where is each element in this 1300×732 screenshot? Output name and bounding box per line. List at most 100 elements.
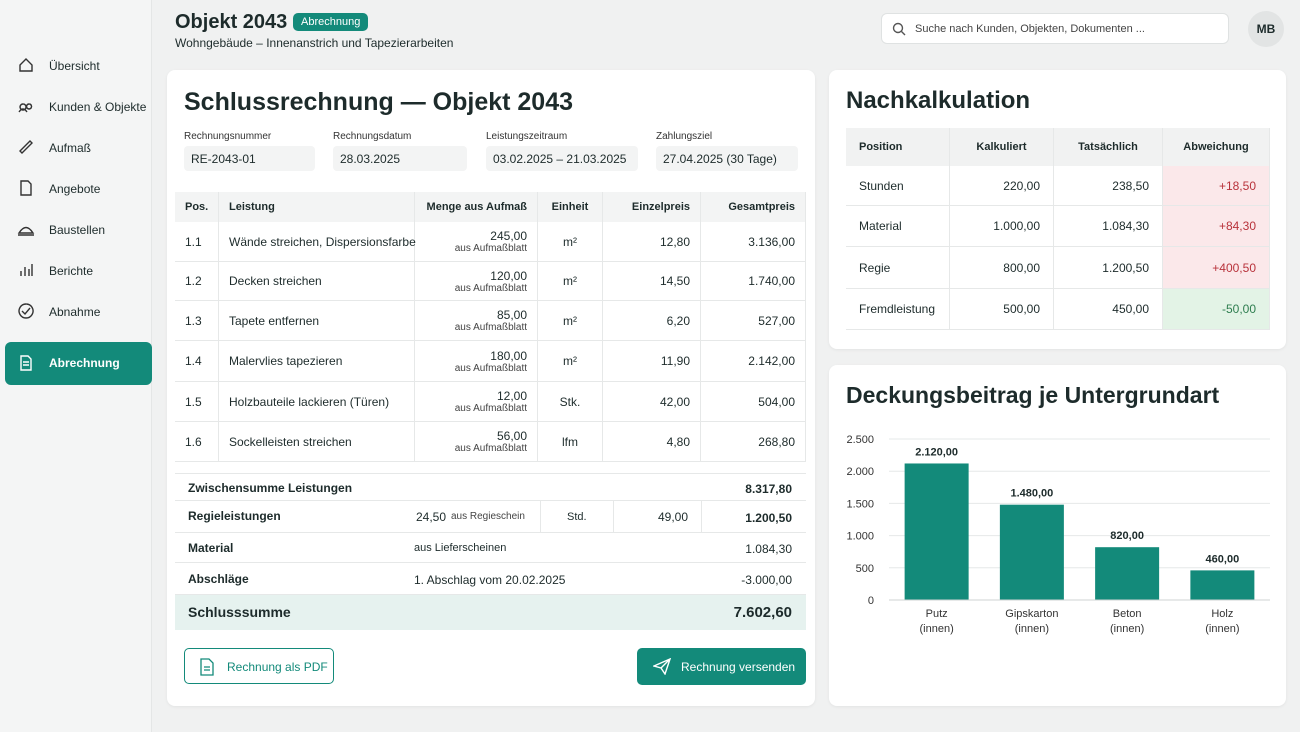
table-cell: 12,00 aus Aufmaßblatt — [415, 382, 538, 421]
nav-item[interactable]: Abrechnung — [5, 342, 152, 385]
nav-item[interactable]: Abnahme — [5, 293, 152, 329]
cell-text: 1.1 — [185, 234, 202, 249]
cell-text: 6,20 — [666, 313, 690, 328]
field-box: RE-2043-01 — [184, 146, 315, 171]
deduction-label: Abschläge — [188, 572, 249, 586]
cell-text: 1.740,00 — [748, 274, 795, 288]
quantity-source: aus Aufmaßblatt — [454, 403, 527, 414]
table-cell: 1.3 — [175, 301, 219, 340]
nachkalk-cell: Fremdleistung — [846, 289, 950, 329]
table-cell: m² — [538, 222, 603, 261]
table-cell: 3.136,00 — [701, 222, 806, 261]
value-label: 2.120,00 — [915, 446, 958, 458]
table-cell: 42,00 — [603, 382, 701, 421]
nachkalk-cell: 1.200,50 — [1054, 247, 1163, 288]
x-tick-label: (innen) — [1205, 623, 1239, 635]
nav-item[interactable]: Angebote — [5, 170, 152, 206]
cell-text: m² — [563, 274, 577, 288]
deduction-note: 1. Abschlag vom 20.02.2025 — [414, 573, 566, 587]
pdf-button[interactable]: Rechnung als PDF — [184, 648, 334, 684]
cell-text: Stk. — [559, 394, 581, 409]
table-cell: 1.5 — [175, 382, 219, 421]
field-value: 03.02.2025 – 21.03.2025 — [493, 152, 627, 166]
quantity-source: aus Aufmaßblatt — [454, 322, 527, 333]
chart-title: Deckungsbeitrag je Untergrundart — [846, 382, 1220, 408]
page-title: Objekt 2043 — [175, 11, 288, 33]
field-value: 27.04.2025 (30 Tage) — [663, 152, 777, 166]
nav-item[interactable]: Berichte — [5, 252, 152, 288]
x-tick-label: Putz — [926, 608, 948, 620]
table-cell: m² — [538, 301, 603, 340]
cell-text: 1.4 — [185, 354, 202, 368]
nachkalk-title: Nachkalkulation — [846, 87, 1031, 114]
pdf-label: Rechnung als PDF — [227, 660, 328, 674]
nachkalk-cell: Regie — [846, 247, 950, 288]
table-cell: 4,80 — [603, 422, 701, 461]
field-value: RE-2043-01 — [191, 152, 256, 166]
deduction-row: Abschläge 1. Abschlag vom 20.02.2025 -3.00… — [175, 563, 806, 595]
nav-icon — [19, 58, 33, 72]
quantity: 180,00 — [490, 348, 527, 363]
table-cell: Decken streichen — [219, 262, 415, 300]
table-cell: 1.740,00 — [701, 262, 806, 300]
cell-text: 42,00 — [659, 394, 690, 409]
table-cell: 6,20 — [603, 301, 701, 340]
divider — [540, 501, 541, 532]
header-cell: Leistung — [219, 192, 415, 222]
nachkalk-row: Stunden 220,00 238,50 +18,50 — [846, 166, 1270, 206]
material-source: aus Lieferscheinen — [414, 542, 507, 554]
quantity-source: aus Aufmaßblatt — [454, 443, 527, 454]
table-row: 1.3 Tapete entfernen 85,00 aus Aufmaßblatt m… — [175, 301, 806, 341]
final-row: Schlusssumme 7.602,60 — [175, 595, 806, 630]
table-cell: 120,00 aus Aufmaßblatt — [415, 262, 538, 300]
cell-text: 504,00 — [758, 394, 795, 409]
nav-item[interactable]: Übersicht — [5, 47, 152, 83]
nachkalk-header: Position Kalkuliert Tatsächlich Abweichung — [846, 128, 1270, 166]
send-label: Rechnung versenden — [681, 660, 796, 674]
table-cell: Wände streichen, Dispersionsfarbe — [219, 222, 416, 261]
table-cell: 14,50 — [603, 262, 701, 300]
cell-text: Wände streichen, Dispersionsfarbe — [229, 234, 416, 249]
search-box[interactable]: Suche nach Kunden, Objekten, Dokumenten … — [881, 13, 1229, 44]
cell-text: Decken streichen — [229, 274, 322, 288]
nachkalk-cell: +18,50 — [1163, 166, 1270, 205]
bar — [904, 463, 969, 600]
material-row: Material aus Lieferscheinen 1.084,30 — [175, 533, 806, 563]
table-cell: 180,00 aus Aufmaßblatt — [415, 341, 538, 381]
table-row: 1.6 Sockelleisten streichen 56,00 aus Aufma… — [175, 422, 806, 462]
divider — [701, 501, 702, 532]
nachkalk-row: Material 1.000,00 1.084,30 +84,30 — [846, 206, 1270, 247]
y-tick-label: 0 — [868, 595, 874, 607]
x-tick-label: Beton — [1113, 608, 1142, 620]
send-button[interactable]: Rechnung versenden — [637, 648, 806, 685]
nachkalk-cell: 1.084,30 — [1054, 206, 1163, 246]
subtotal-row: Zwischensumme Leistungen 8.317,80 — [175, 473, 806, 501]
nav-item[interactable]: Kunden & Objekte — [5, 88, 152, 124]
nav-label: Kunden & Objekte — [49, 100, 147, 114]
quantity: 120,00 — [490, 268, 527, 283]
regie-total: 1.200,50 — [745, 511, 792, 525]
field-box: 27.04.2025 (30 Tage) — [656, 146, 798, 171]
y-tick-label: 1.000 — [846, 531, 874, 543]
bar — [1095, 547, 1160, 600]
regie-unit-price: 49,00 — [657, 510, 688, 524]
nav-item[interactable]: Baustellen — [5, 211, 152, 247]
nav-icon — [20, 264, 33, 276]
header-cell: Position — [846, 128, 950, 166]
nav-icon — [17, 226, 35, 236]
avatar[interactable]: MB — [1248, 11, 1284, 47]
nav-label: Berichte — [49, 264, 94, 278]
table-cell: 504,00 — [701, 382, 806, 421]
subtotal-label: Zwischensumme Leistungen — [188, 481, 353, 495]
nachkalkulation-card: Nachkalkulation Position Kalkuliert Tatsäch… — [829, 70, 1286, 349]
bar — [1190, 570, 1255, 600]
header-cell: Abweichung — [1163, 128, 1270, 166]
cell-text: Sockelleisten streichen — [229, 434, 352, 449]
cell-text: Malervlies tapezieren — [229, 354, 343, 368]
field-label: Zahlungsziel — [656, 131, 713, 142]
cell-text: 4,80 — [666, 434, 690, 449]
cell-text: lfm — [562, 434, 578, 449]
x-tick-label: (innen) — [1110, 623, 1144, 635]
pdf-icon — [200, 658, 214, 676]
nav-item[interactable]: Aufmaß — [5, 129, 152, 165]
